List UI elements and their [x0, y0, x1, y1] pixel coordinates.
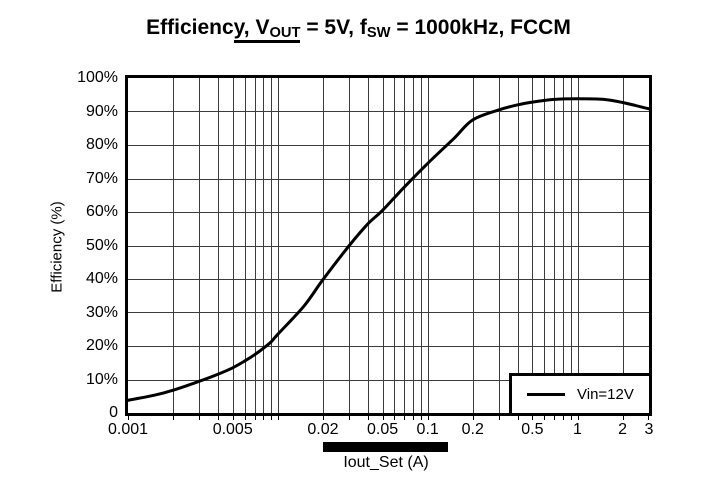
title-text-2: y, V: [233, 16, 270, 39]
y-tick-label-80: 80%: [85, 136, 118, 153]
title-subscript-fsw: SW: [366, 25, 391, 42]
title-text-1: Efficienc: [146, 16, 234, 39]
title-subscript-vout: OUT: [269, 25, 301, 42]
x-tick-label-0.1: 0.1: [416, 421, 439, 438]
title-underlined-segment: y, VOUT: [233, 16, 301, 43]
x-tick-label-0.005: 0.005: [212, 421, 253, 438]
y-tick-label-50: 50%: [85, 236, 118, 254]
x-tick-label-0.001: 0.001: [107, 421, 149, 438]
y-tick-label-100: 100%: [77, 69, 118, 86]
legend-label: Vin=12V: [577, 386, 634, 403]
x-tick-label-2: 2: [618, 421, 628, 438]
x-tick-label-0.2: 0.2: [461, 421, 484, 438]
title-text-3: = 5V, f: [300, 16, 367, 39]
y-tick-label-10: 10%: [85, 370, 118, 388]
y-tick-label-60: 60%: [85, 203, 118, 220]
x-tick-label-1: 1: [573, 421, 582, 438]
y-tick-label-90: 90%: [85, 102, 118, 120]
y-tick-label-70: 70%: [85, 169, 118, 187]
y-tick-label-40: 40%: [85, 270, 118, 287]
y-tick-label-20: 20%: [85, 337, 118, 354]
chart-title: Efficiency, VOUT = 5V, fSW = 1000kHz, FC…: [15, 16, 702, 43]
series-curve: [128, 97, 649, 402]
title-text-4: = 1000kHz, FCCM: [390, 16, 571, 39]
plot-area: [125, 75, 652, 416]
x-axis-title: Iout_Set (A): [343, 454, 429, 471]
x-tick-label-0.5: 0.5: [521, 421, 544, 438]
x-tick-label-0.05: 0.05: [366, 421, 399, 438]
x-tick-label-3: 3: [644, 421, 654, 438]
x-tick-label-0.02: 0.02: [307, 421, 339, 438]
x-axis-tick-marks: [128, 416, 649, 420]
x-axis-highlight-bar: [323, 442, 448, 452]
legend: Vin=12V: [509, 373, 652, 416]
plot-canvas: [128, 78, 649, 413]
y-tick-label-30: 30%: [85, 303, 118, 321]
y-tick-label-0: 0: [109, 404, 118, 421]
legend-line-sample: [527, 393, 565, 396]
